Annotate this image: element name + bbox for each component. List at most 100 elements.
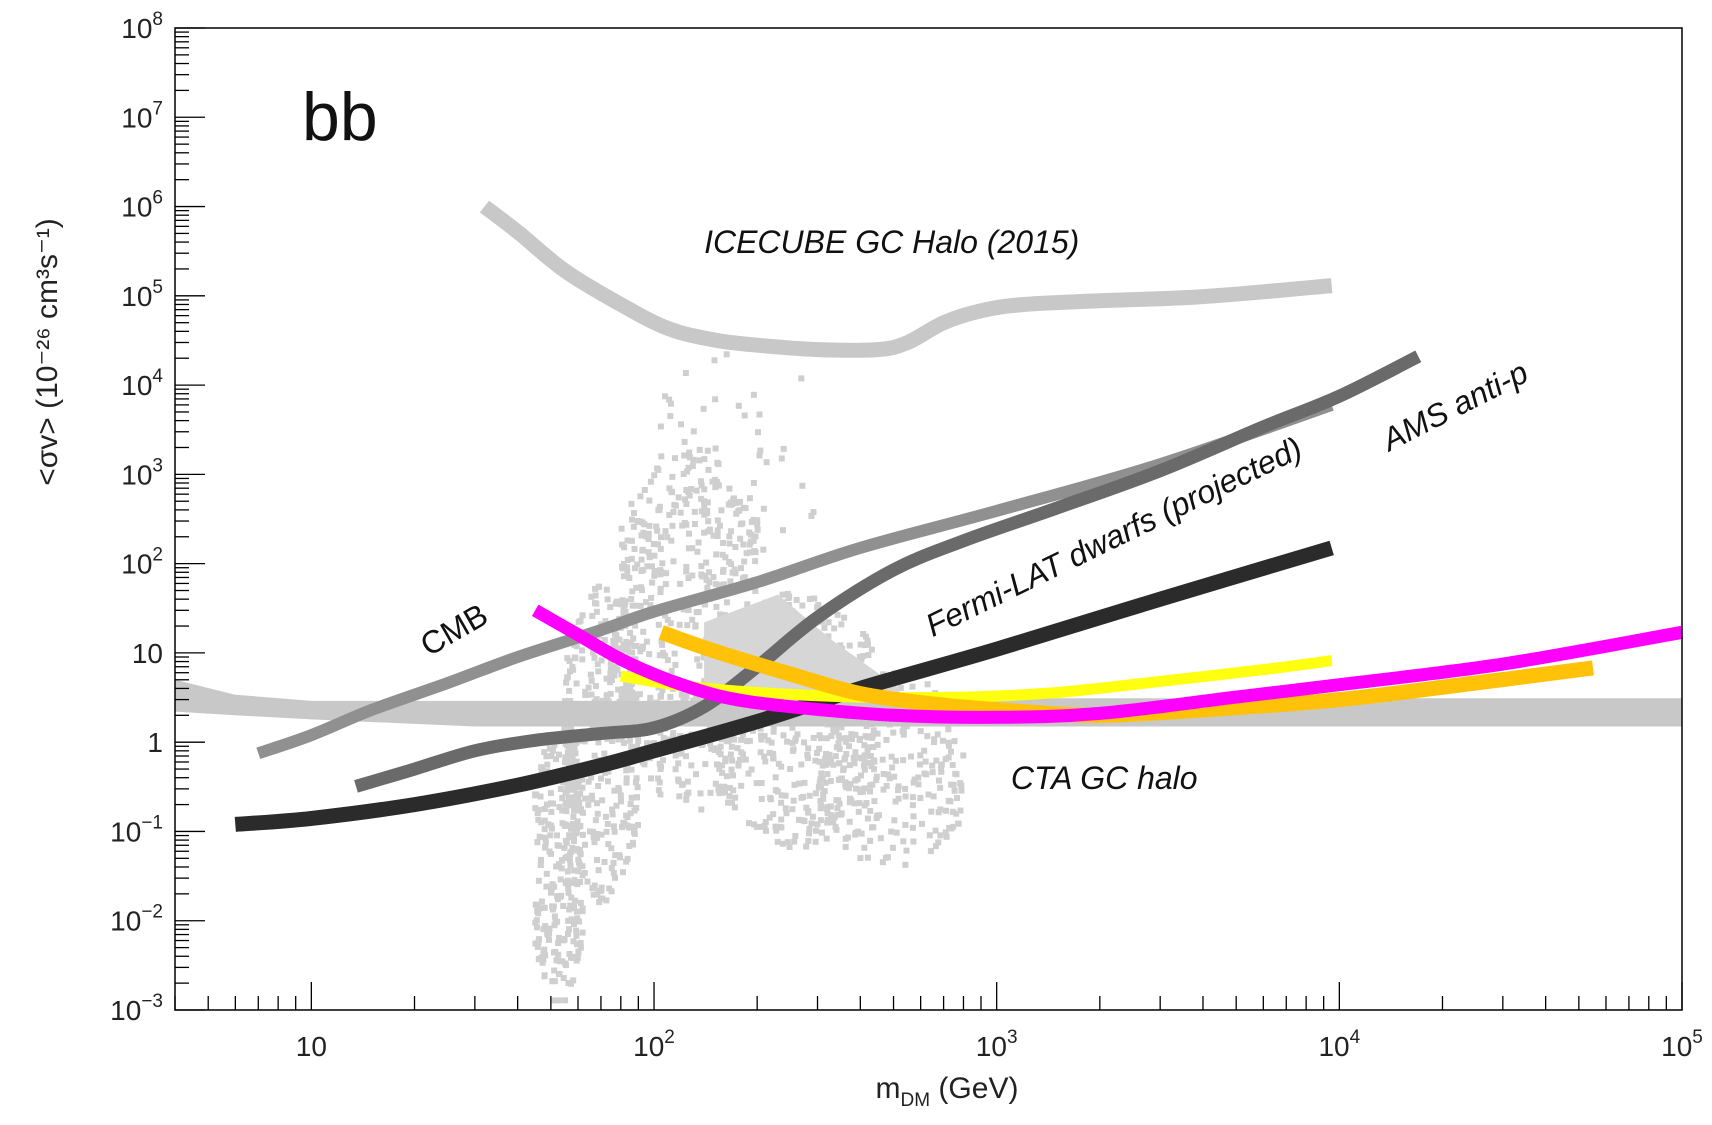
scatter-point [850, 754, 857, 761]
scatter-point [554, 832, 560, 839]
scatter-point [820, 791, 827, 798]
scatter-point [728, 561, 735, 567]
scatter-point [669, 522, 676, 529]
scatter-point [738, 736, 745, 743]
scatter-point [790, 746, 797, 753]
scatter-point [574, 941, 580, 948]
scatter-point [789, 740, 796, 746]
scatter-point [631, 807, 638, 814]
scatter-point [563, 839, 570, 846]
scatter-point [562, 759, 569, 766]
scatter-point [903, 847, 910, 854]
scatter-point [612, 641, 619, 648]
scatter-point [595, 867, 602, 874]
scatter-point [588, 593, 595, 600]
scatter-point [589, 723, 596, 730]
scatter-point [885, 771, 891, 778]
scatter-point [571, 902, 577, 909]
scatter-point [569, 797, 576, 804]
scatter-point [667, 693, 674, 700]
y-tick-label: 107 [121, 98, 163, 133]
scatter-point [698, 495, 705, 502]
series-icecube-gc-halo-2015 [479, 200, 1333, 358]
scatter-point [613, 802, 620, 809]
scatter-point [750, 727, 756, 734]
scatter-point [824, 810, 831, 817]
scatter-point [672, 455, 678, 462]
scatter-point [662, 581, 669, 588]
scatter-point [854, 776, 861, 783]
scatter-point [564, 674, 571, 681]
scatter-point [902, 793, 909, 800]
scatter-point [570, 838, 577, 845]
scatter-point [608, 865, 615, 872]
scatter-point [782, 792, 789, 799]
plot-frame-layer [174, 27, 1683, 1011]
scatter-point [848, 731, 855, 738]
scatter-point [786, 844, 793, 850]
scatter-point [867, 782, 874, 789]
scatter-point [585, 801, 592, 808]
scatter-point [553, 863, 560, 870]
scatter-point [712, 581, 719, 588]
scatter-point [610, 637, 617, 644]
scatter-point [824, 819, 831, 826]
scatter-point [649, 563, 655, 570]
scatter-point [742, 505, 749, 512]
scatter-point [811, 595, 818, 602]
scatter-point [609, 806, 616, 813]
scatter-point [933, 757, 940, 764]
scatter-point [577, 939, 584, 946]
scatter-point [690, 428, 697, 435]
scatter-point [683, 501, 690, 507]
scatter-point [640, 628, 647, 635]
scatter-point [590, 828, 597, 835]
scatter-point [743, 550, 750, 557]
scatter-point [667, 413, 674, 420]
scatter-point [648, 594, 655, 601]
scatter-point [571, 867, 578, 874]
x-tick-label: 103 [976, 1027, 1018, 1062]
scatter-point [615, 735, 622, 742]
scatter-point [879, 859, 886, 866]
scatter-point [693, 693, 700, 700]
scatter-point [573, 758, 580, 765]
scatter-point [565, 931, 571, 937]
scatter-point [779, 840, 786, 847]
scatter-point [658, 763, 664, 770]
scatter-point [683, 791, 690, 798]
scatter-point [564, 740, 571, 747]
scatter-point [700, 654, 707, 661]
scatter-point [870, 727, 877, 734]
scatter-point [565, 743, 572, 750]
scatter-point [571, 807, 577, 814]
scatter-point [758, 780, 765, 786]
scatter-point [563, 962, 569, 969]
scatter-point [573, 791, 580, 798]
scatter-point [608, 674, 615, 681]
scatter-point [690, 456, 697, 463]
scatter-point [696, 457, 703, 464]
scatter-point [551, 997, 558, 1004]
scatter-point [818, 802, 825, 809]
scatter-point [554, 842, 561, 849]
scatter-point [541, 904, 548, 911]
scatter-point [607, 690, 614, 697]
scatter-point [737, 521, 744, 528]
scatter-point [722, 789, 728, 796]
scatter-point [695, 539, 702, 546]
scatter-point [582, 841, 588, 848]
scatter-point [893, 829, 900, 836]
scatter-point [681, 452, 688, 459]
scatter-point [735, 402, 742, 409]
scatter-point [864, 854, 871, 861]
scatter-point [951, 787, 958, 794]
scatter-point [720, 540, 726, 546]
scatter-point [646, 554, 653, 561]
scatter-point [658, 638, 665, 644]
scatter-point [830, 761, 837, 768]
scatter-point [548, 885, 555, 892]
scatter-point [551, 922, 558, 929]
scatter-point [945, 726, 952, 733]
